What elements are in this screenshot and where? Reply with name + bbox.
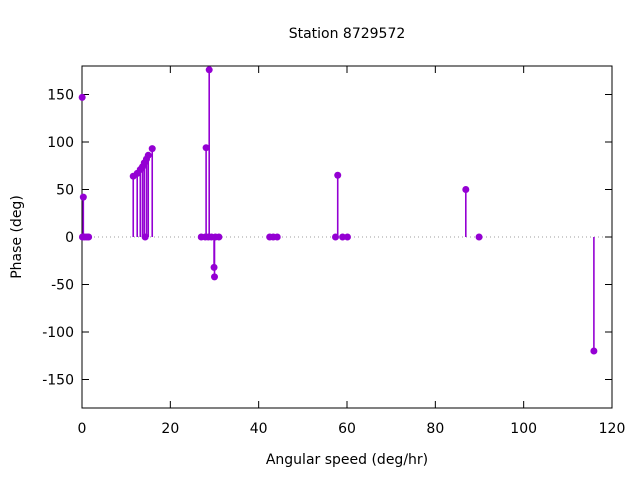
- data-point: [343, 233, 351, 241]
- x-tick-label: 60: [338, 421, 356, 437]
- y-tick-label: 50: [56, 183, 74, 199]
- data-point: [215, 233, 223, 241]
- data-point: [148, 145, 156, 153]
- y-tick-label: -50: [51, 278, 74, 294]
- y-tick-label: 100: [47, 135, 74, 151]
- y-tick-label: 0: [65, 230, 74, 246]
- data-point: [144, 151, 152, 159]
- data-point: [79, 193, 87, 201]
- y-axis-label: Phase (deg): [9, 195, 25, 279]
- data-point: [211, 273, 218, 281]
- y-tick-label: -150: [42, 373, 74, 389]
- data-point: [202, 144, 210, 152]
- x-tick-label: 100: [510, 421, 537, 437]
- x-tick-label: 120: [599, 421, 626, 437]
- tick-label-layer: 0 20 40 60 80 100 120 -150 -100 -50 0 50 100 150: [42, 88, 625, 438]
- data-point: [462, 186, 470, 193]
- data-point: [210, 263, 218, 271]
- x-axis-label: Angular speed (deg/hr): [266, 452, 428, 468]
- data-point: [205, 66, 213, 74]
- data-point: [590, 347, 598, 355]
- data-point: [332, 233, 340, 241]
- y-tick-label: -100: [42, 325, 74, 341]
- data-point: [141, 233, 149, 241]
- data-point: [475, 233, 483, 241]
- y-tick-label: 150: [47, 88, 74, 104]
- x-tick-label: 20: [161, 421, 179, 437]
- data-point: [85, 233, 93, 241]
- data-point: [273, 233, 281, 241]
- data-point: [78, 93, 86, 101]
- data-point: [334, 171, 342, 179]
- chart-title: Station 8729572: [289, 26, 406, 42]
- x-tick-label: 40: [250, 421, 268, 437]
- x-tick-label: 80: [426, 421, 444, 437]
- data-point: [339, 233, 347, 241]
- data-layer: [78, 66, 598, 355]
- x-tick-label: 0: [78, 421, 87, 437]
